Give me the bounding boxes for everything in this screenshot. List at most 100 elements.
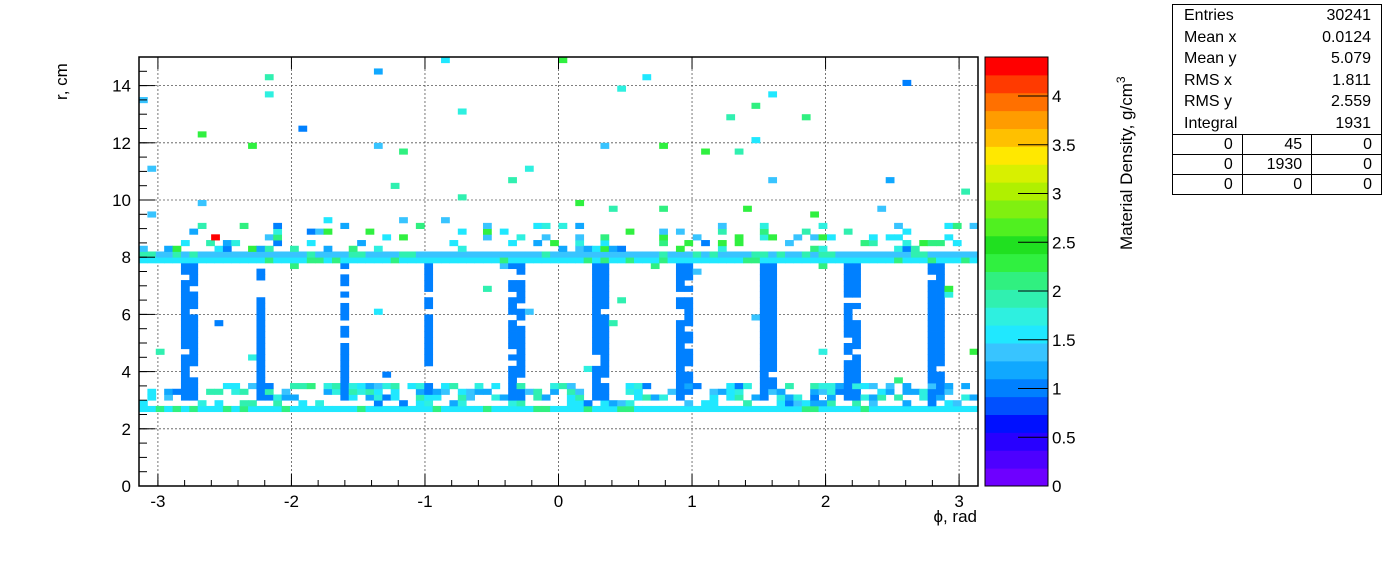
heatmap-cell: [449, 400, 459, 407]
heatmap-cell: [608, 405, 618, 413]
heatmap-cell: [709, 405, 719, 413]
heatmap-cell: [273, 228, 283, 235]
heatmap-cell: [357, 388, 366, 395]
heatmap-cell: [197, 405, 207, 413]
y-tick-label: 12: [112, 134, 131, 153]
heatmap-cell: [575, 222, 585, 229]
heatmap-cell: [759, 297, 769, 304]
heatmap-cell: [541, 251, 551, 258]
heatmap-cell: [189, 337, 199, 344]
heatmap-cell: [180, 297, 190, 304]
y-tick-label: 2: [122, 420, 131, 439]
heatmap-cell: [759, 343, 769, 350]
heatmap-cell: [726, 251, 736, 258]
heatmap-cell: [256, 394, 266, 401]
heatmap-cell: [852, 291, 861, 298]
heatmap-cell: [449, 257, 459, 264]
heatmap-cell: [348, 251, 358, 258]
heatmap-cell: [843, 331, 853, 338]
heatmap-cell: [675, 394, 685, 401]
heatmap-cell: [340, 222, 350, 229]
heatmap-cell: [558, 57, 568, 64]
heatmap-cell: [936, 354, 945, 361]
heatmap-cell: [256, 388, 266, 395]
heatmap-cell: [936, 302, 945, 310]
heatmap-cell: [491, 251, 501, 258]
heatmap-cell: [709, 394, 719, 401]
heatmap-cell: [692, 251, 702, 258]
heatmap-cell: [684, 240, 694, 247]
heatmap-cell: [944, 400, 954, 407]
heatmap-cell: [927, 405, 937, 413]
heatmap-cell: [600, 285, 610, 292]
heatmap-cell: [608, 245, 618, 252]
heatmap-cell: [516, 383, 526, 390]
heatmap-cell: [482, 285, 492, 292]
heatmap-cell: [524, 257, 534, 264]
heatmap-cell: [743, 257, 752, 264]
heatmap-cell: [936, 291, 945, 298]
heatmap-cell: [583, 251, 593, 258]
heatmap-cell: [273, 240, 283, 247]
heatmap-cell: [835, 383, 845, 390]
heatmap-cell: [180, 388, 190, 395]
heatmap-cell: [726, 114, 736, 121]
heatmap-cell: [331, 251, 341, 258]
heatmap-cell: [701, 400, 710, 407]
x-tick-label: 3: [954, 492, 963, 511]
heatmap-cell: [147, 394, 157, 401]
heatmap-cell: [684, 331, 694, 338]
heatmap-cell: [919, 394, 929, 401]
stats-value: 0.0124: [1322, 28, 1371, 46]
heatmap-cell: [826, 234, 836, 241]
heatmap-cell: [600, 383, 610, 390]
heatmap-cell: [331, 257, 341, 264]
heatmap-cell: [298, 125, 308, 132]
heatmap-cell: [759, 394, 769, 401]
heatmap-cell: [189, 320, 199, 327]
heatmap-cell: [566, 394, 576, 401]
heatmap-cell: [843, 228, 853, 235]
heatmap-cell: [759, 377, 769, 384]
heatmap-cell: [692, 405, 702, 413]
heatmap-cell: [189, 280, 199, 287]
heatmap-cell: [852, 285, 861, 292]
heatmap-cell: [583, 257, 593, 264]
heatmap-cell: [927, 337, 937, 344]
heatmap-cell: [566, 388, 576, 395]
heatmap-cell: [659, 257, 668, 264]
heatmap-cell: [852, 331, 861, 338]
heatmap-cell: [298, 383, 308, 390]
heatmap-cell: [768, 348, 778, 355]
heatmap-cell: [634, 394, 643, 401]
heatmap-cell: [340, 371, 350, 378]
heatmap-cell: [927, 280, 937, 287]
heatmap-cell: [147, 251, 157, 258]
heatmap-cell: [424, 257, 434, 264]
heatmap-cell: [852, 360, 861, 367]
palette-swatch: [985, 253, 1048, 272]
heatmap-cell: [617, 257, 627, 264]
heatmap-cell: [608, 251, 618, 258]
heatmap-cell: [810, 211, 819, 218]
heatmap-cell: [197, 400, 207, 407]
heatmap-cell: [927, 240, 937, 247]
heatmap-cell: [768, 251, 778, 258]
heatmap-cell: [642, 251, 652, 258]
heatmap-cell: [860, 383, 870, 390]
heatmap-cell: [600, 405, 610, 413]
heatmap-cell: [826, 405, 836, 413]
heatmap-cell: [222, 383, 232, 390]
heatmap-cell: [600, 400, 610, 407]
heatmap-cell: [491, 394, 501, 401]
heatmap-cell: [441, 57, 450, 64]
heatmap-cell: [340, 405, 350, 413]
heatmap-cell: [424, 302, 434, 310]
heatmap-cell: [768, 343, 778, 350]
heatmap-cell: [759, 405, 769, 413]
heatmap-cell: [516, 337, 526, 344]
heatmap-cell: [340, 280, 350, 287]
heatmap-cell: [684, 354, 694, 361]
heatmap-cell: [625, 383, 635, 390]
heatmap-cell: [927, 257, 937, 264]
